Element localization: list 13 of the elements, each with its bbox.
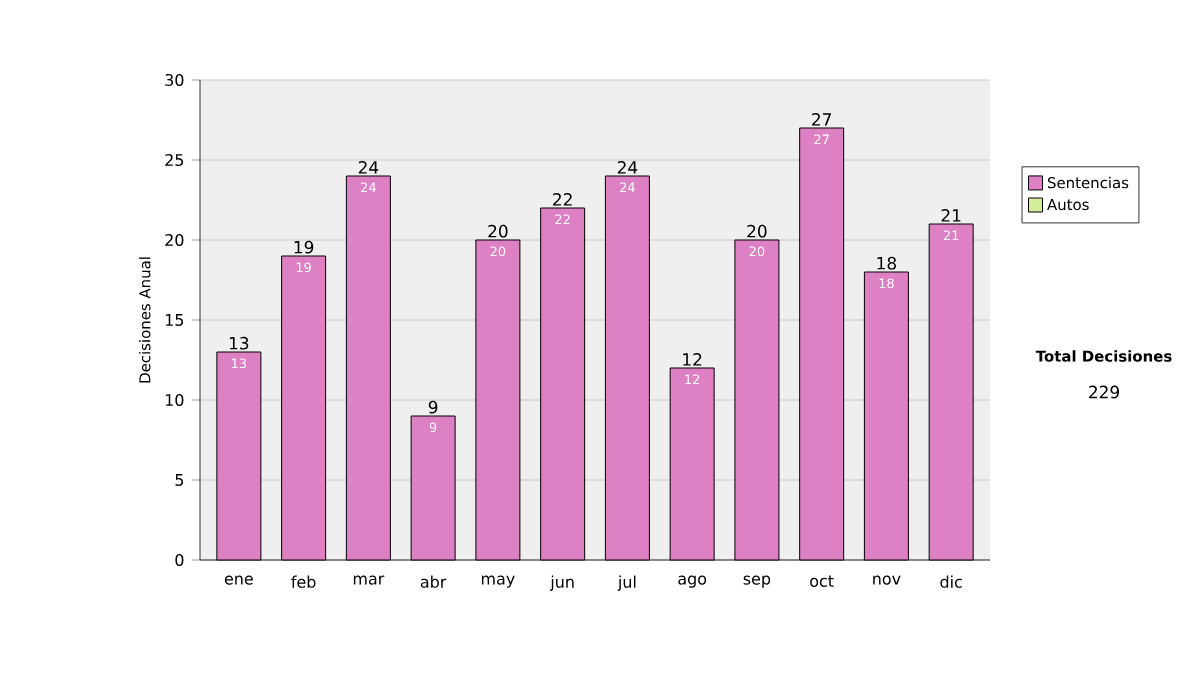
total-label: 12 [683,353,702,366]
total-label: 22 [553,193,572,206]
total-label: 24 [617,161,638,174]
total-label: 20 [747,224,767,238]
total-label: 9 [428,400,438,414]
text: 229 [1089,385,1119,399]
total-label: 13 [229,336,249,350]
total-label: 24 [358,161,379,174]
total-label: 19 [294,240,314,254]
total-label: 21 [941,209,961,222]
total-label: 20 [488,224,508,238]
total-label: 18 [877,256,897,270]
total-label: 27 [812,113,831,126]
